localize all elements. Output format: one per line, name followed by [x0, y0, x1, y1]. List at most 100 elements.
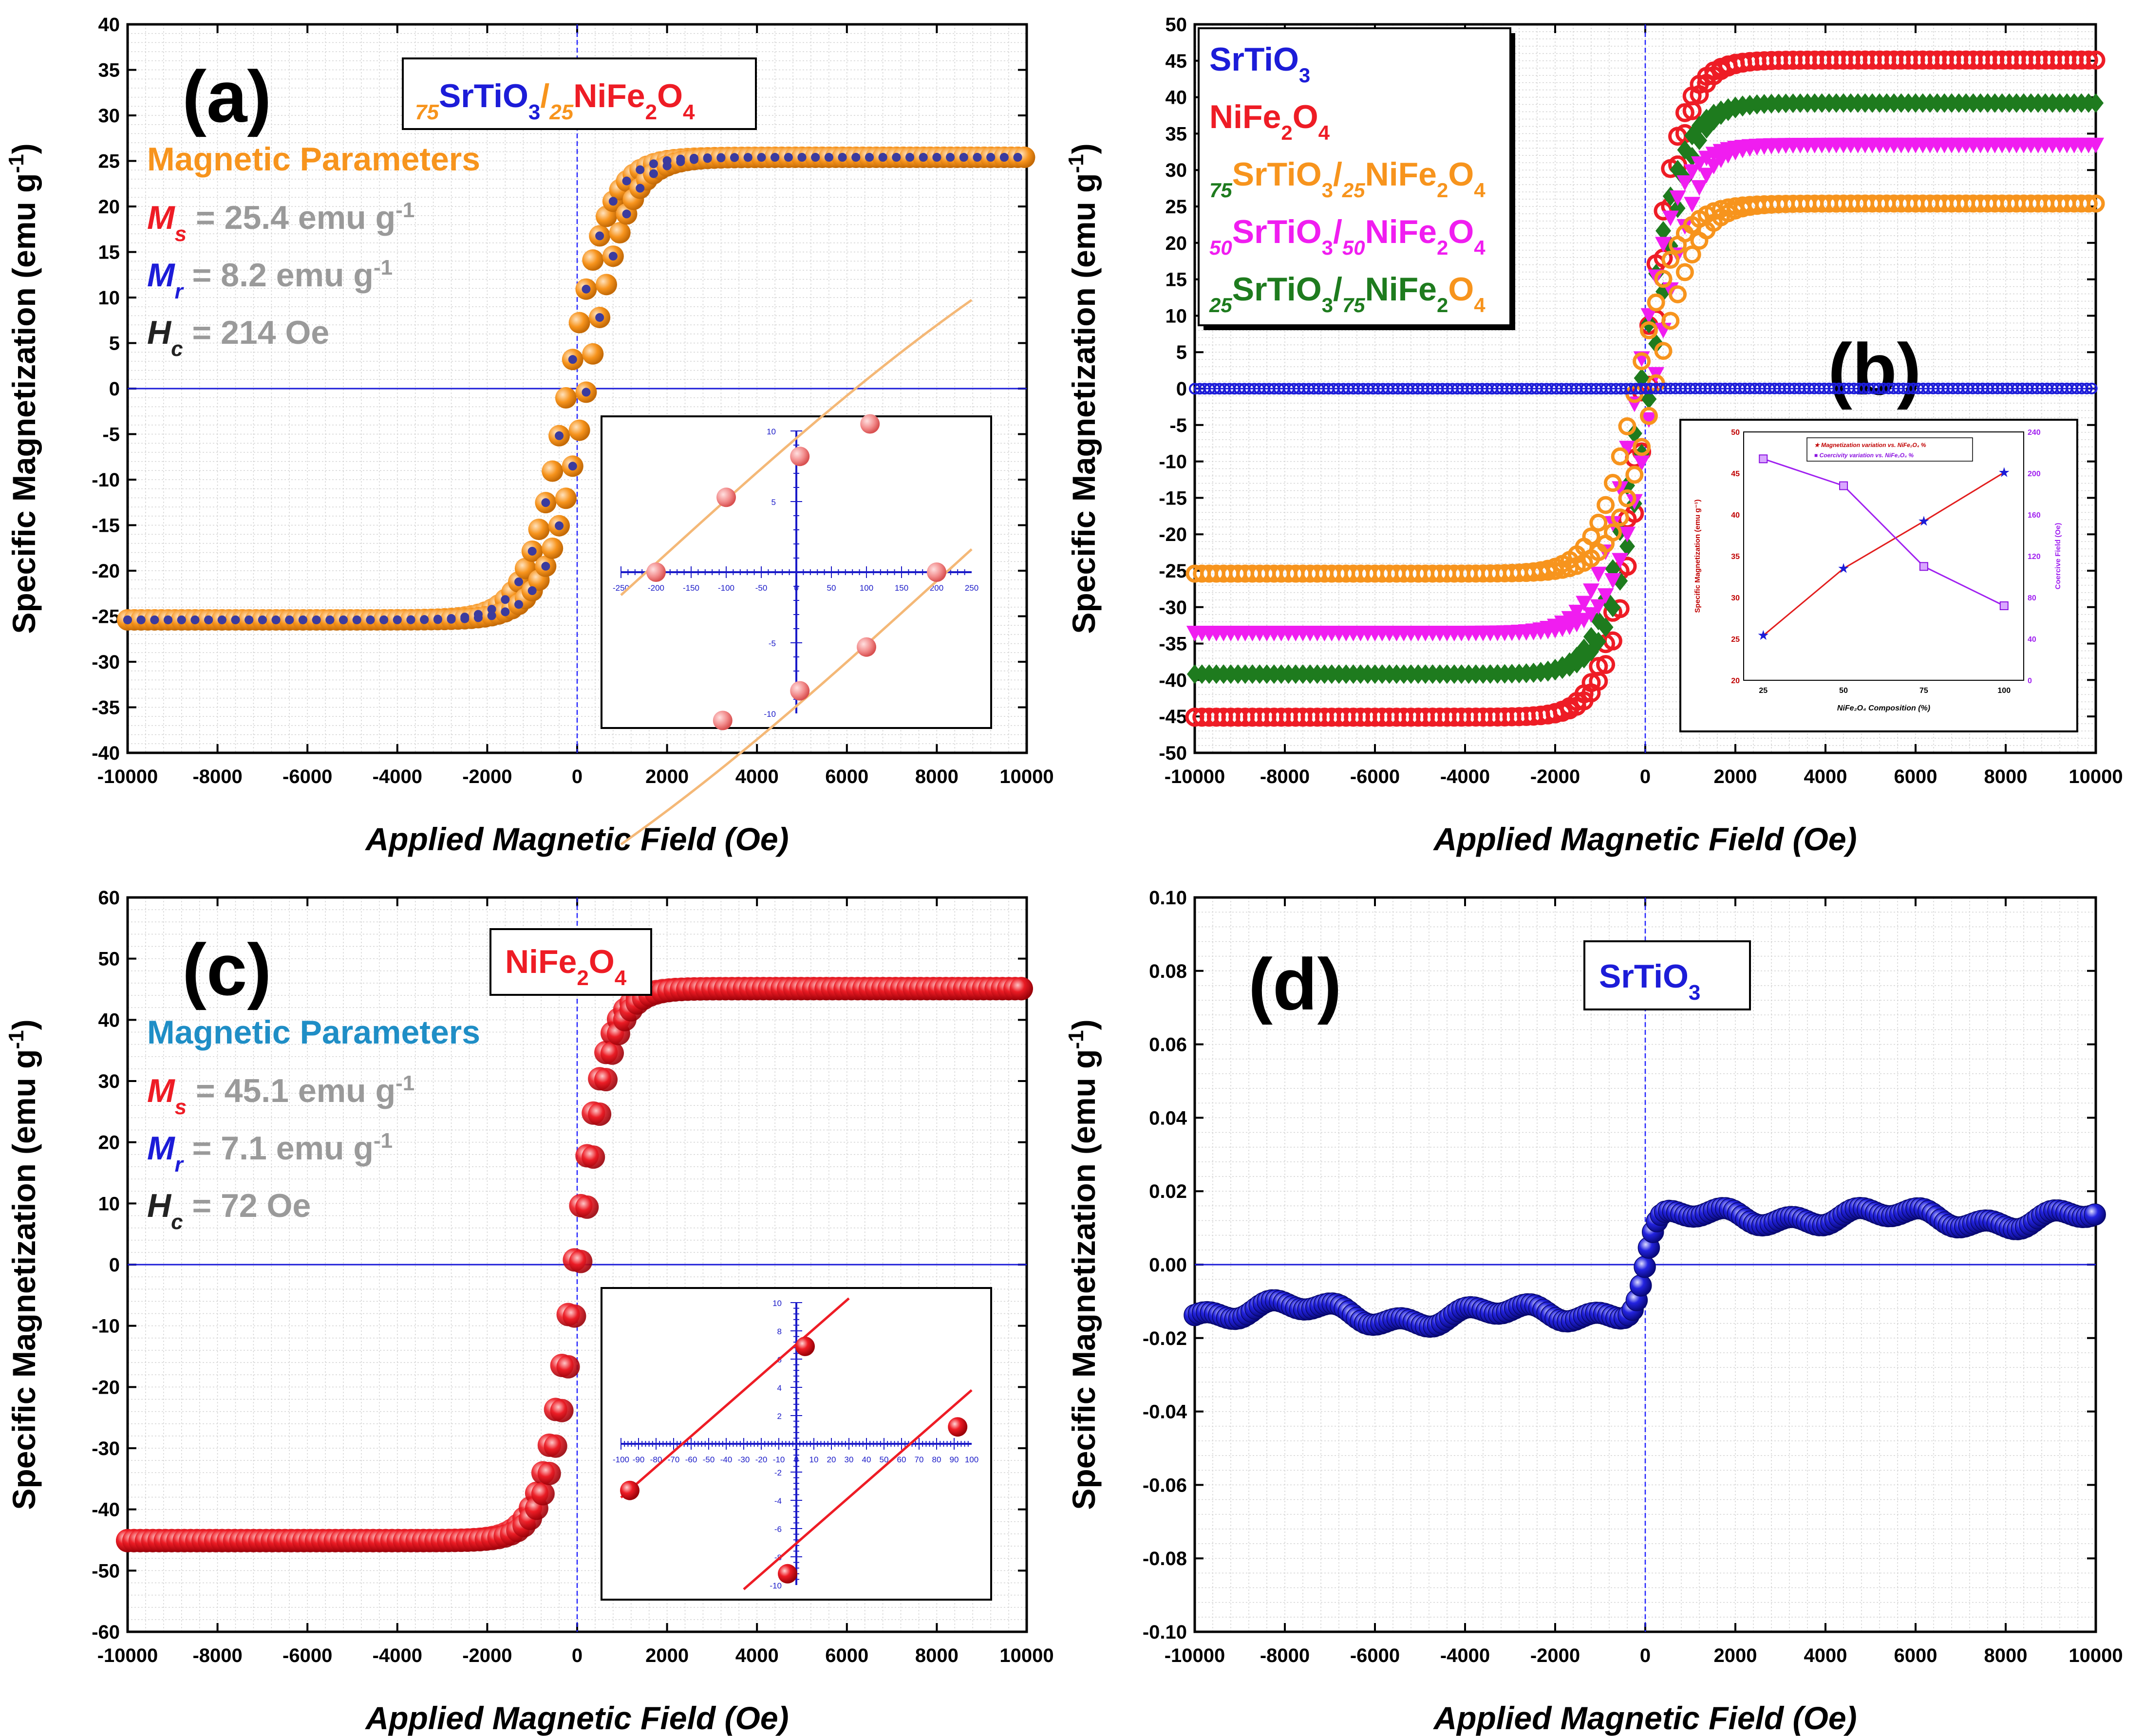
- y-tick-label: -40: [1159, 670, 1187, 691]
- data-point-blue-core: [568, 355, 577, 364]
- y-axis-label-end: ): [1066, 1019, 1102, 1030]
- data-point-orange: [2087, 194, 2105, 213]
- data-point-blue-core: [919, 153, 928, 162]
- y-tick-label: 40: [98, 1009, 120, 1031]
- y-tick-label: 0.00: [1149, 1254, 1187, 1276]
- y-tick-label: -30: [92, 1438, 120, 1459]
- inset-x-tick-label: 0: [794, 1455, 798, 1464]
- x-tick-label: 2000: [1714, 1645, 1757, 1666]
- params-title: Magnetic Parameters: [147, 1014, 480, 1051]
- y-tick-label: 15: [98, 242, 120, 263]
- data-point-blue-core: [703, 154, 712, 163]
- inset-x-tick-label: 100: [965, 1455, 978, 1464]
- data-point-orange: [1654, 270, 1673, 288]
- inset-y-tick-label-left: 30: [1731, 594, 1740, 602]
- param-value: = 7.1 emu g: [183, 1130, 374, 1167]
- data-point-magenta: [1597, 588, 1614, 604]
- x-tick-label: 10000: [999, 1645, 1053, 1666]
- data-point-green: [2088, 93, 2104, 113]
- y-tick-label: 0: [1176, 378, 1187, 400]
- y-tick-label: -15: [92, 515, 120, 537]
- inset-y-tick-label-left: 40: [1731, 511, 1740, 520]
- data-point-red: [1589, 672, 1608, 691]
- data-point-magenta: [1583, 583, 1599, 599]
- y-tick-label: 20: [98, 1132, 120, 1154]
- x-tick-label: -2000: [462, 1645, 512, 1666]
- title-nife: NiFe: [573, 77, 645, 114]
- data-point-orange: [1582, 527, 1600, 546]
- inset-x-tick-label: 250: [965, 583, 978, 593]
- title-text: SrTiO3: [1599, 958, 1700, 1005]
- x-tick-label: 2000: [645, 1645, 689, 1666]
- inset-x-tick-label: -50: [755, 583, 768, 593]
- inset-x-tick-label: 80: [932, 1455, 941, 1464]
- legend-entry-text: 3: [1322, 179, 1333, 202]
- data-point-magenta: [1691, 180, 1708, 196]
- x-tick-label: 4000: [1804, 766, 1847, 787]
- y-tick-label: 45: [1166, 51, 1187, 72]
- data-point-blue-core: [325, 615, 335, 624]
- y-tick-label: -10: [92, 469, 120, 491]
- inset-plot-frame: [1743, 431, 2024, 681]
- data-point-blue-core: [757, 153, 766, 162]
- inset-x-tick-label: 70: [915, 1455, 924, 1464]
- data-point-blue-core: [258, 615, 267, 624]
- data-point-magenta: [1583, 607, 1599, 623]
- y-tick-label: -10: [92, 1316, 120, 1337]
- panel-label: (b): [1828, 328, 1921, 410]
- data-point-blue-core: [622, 176, 631, 186]
- inset-y-tick-label: -4: [774, 1496, 782, 1506]
- inset-point-coercivity: [1839, 481, 1848, 490]
- data-point-orange: [582, 249, 604, 271]
- legend-entry-text: 3: [1299, 64, 1310, 87]
- y-tick-label: 30: [98, 1071, 120, 1092]
- param-sub: r: [175, 1153, 185, 1176]
- data-point-magenta: [1669, 190, 1686, 206]
- x-tick-label: 8000: [915, 1645, 959, 1666]
- y-tick-label: -0.04: [1143, 1401, 1187, 1423]
- y-axis-label-text: Specific Magnetization (emu g: [6, 1049, 42, 1510]
- param-symbol: H: [147, 314, 172, 351]
- data-point-blue-core: [649, 159, 658, 168]
- data-point-orange: [1639, 321, 1658, 339]
- title-sub: 3: [1689, 981, 1700, 1005]
- inset-x-tick-label: 0: [794, 583, 798, 593]
- data-point-orange: [595, 274, 617, 296]
- param-line: Hc = 214 Oe: [147, 314, 329, 361]
- y-tick-label: 50: [1166, 14, 1187, 36]
- data-point-blue-core: [271, 615, 281, 624]
- param-sub: s: [175, 1095, 187, 1119]
- data-point-blue-core: [595, 313, 604, 322]
- data-point-blue-core: [379, 615, 389, 624]
- data-point-blue-core: [541, 561, 550, 571]
- y-tick-label: -40: [92, 743, 120, 764]
- inset-x-tick-label: 50: [880, 1455, 889, 1464]
- data-point-blue-core: [608, 252, 618, 261]
- data-point-magenta: [1684, 164, 1701, 180]
- inset-x-tick-label: 40: [862, 1455, 871, 1464]
- title-pre: 75: [415, 100, 439, 124]
- param-symbol: H: [147, 1187, 172, 1224]
- data-point-blue-core: [811, 153, 820, 162]
- data-point-magenta: [1576, 596, 1593, 612]
- x-tick-label: -4000: [1440, 766, 1490, 787]
- legend-entry-text: SrTiO: [1232, 156, 1322, 193]
- data-point-blue-core: [231, 615, 240, 624]
- data-point-magenta: [1568, 604, 1585, 620]
- inset-x-tick-label: -60: [685, 1455, 697, 1464]
- legend-box: [1198, 27, 1511, 326]
- x-axis-label: Applied Magnetic Field (Oe): [1432, 1700, 1857, 1736]
- y-tick-label: -60: [92, 1622, 120, 1643]
- title-sub: 2: [645, 100, 657, 124]
- inset-line-magnetization: [1763, 472, 2005, 636]
- inset-x-tick-label: -100: [613, 1455, 629, 1464]
- data-point-magenta: [1590, 566, 1607, 582]
- title-nife: NiFe: [505, 943, 577, 980]
- inset-y-tick-label: -10: [764, 709, 776, 719]
- data-point-blue-core: [514, 577, 524, 586]
- data-point-magenta: [1640, 308, 1657, 324]
- inset-curve: [620, 1297, 850, 1499]
- data-point-blue-core: [217, 615, 226, 624]
- legend-entry-text: 3: [1322, 236, 1333, 259]
